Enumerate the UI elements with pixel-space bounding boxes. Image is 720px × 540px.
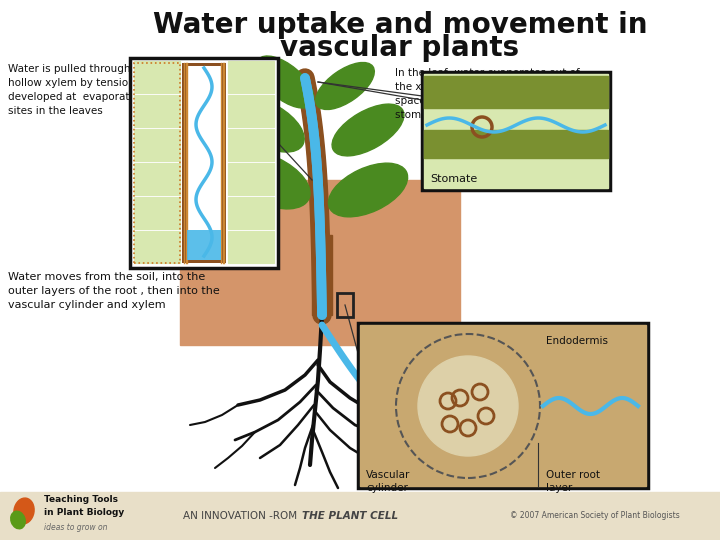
Text: vascular plants: vascular plants [280,34,520,62]
Bar [312,235,332,315]
Bar [358,323,648,488]
Ellipse shape [14,498,34,524]
Text: AN INNOVATION -ROM: AN INNOVATION -ROM [183,511,300,521]
Text: © 2007 American Society of Plant Biologists: © 2007 American Society of Plant Biologi… [510,511,680,521]
Bar [228,197,274,229]
Bar [337,293,353,317]
Text: Water moves from the soil, into the
outer layers of the root , then into the
vas: Water moves from the soil, into the oute… [8,272,220,310]
Text: Endodermis: Endodermis [546,336,608,346]
Ellipse shape [256,56,314,108]
Bar [422,72,610,190]
Text: Water uptake and movement in: Water uptake and movement in [153,11,647,39]
Bar [134,163,180,195]
Bar [134,197,180,229]
Circle shape [418,356,518,456]
Bar [228,129,274,161]
Bar [228,95,274,127]
Text: Vascular
cylinder: Vascular cylinder [366,470,410,493]
Text: THE PLANT CELL: THE PLANT CELL [302,511,398,521]
Bar [187,230,221,260]
Bar [134,95,180,127]
Text: Stomate: Stomate [430,174,477,184]
Bar [228,231,274,263]
Bar [130,58,278,268]
Bar [424,130,608,158]
Bar [180,180,460,345]
Bar [0,492,720,540]
Text: Teaching Tools
in Plant Biology: Teaching Tools in Plant Biology [44,495,125,517]
Bar [134,63,180,263]
Ellipse shape [315,63,374,110]
Ellipse shape [232,98,304,152]
Bar [228,163,274,195]
Ellipse shape [226,151,310,209]
Bar [134,61,180,93]
Bar [134,231,180,263]
Bar [182,63,226,263]
Bar [360,325,646,486]
Text: Water is pulled through the
hollow xylem by tension
developed at  evaporative
si: Water is pulled through the hollow xylem… [8,64,151,116]
Text: Outer root
layer: Outer root layer [546,470,600,493]
Bar [187,66,221,260]
Bar [424,74,608,188]
Text: ideas to grow on: ideas to grow on [44,523,107,532]
Circle shape [396,334,540,478]
Bar [134,129,180,161]
Ellipse shape [328,163,408,217]
Bar [424,76,608,108]
Ellipse shape [332,104,404,156]
Bar [228,61,274,93]
Ellipse shape [11,511,25,529]
Text: In the leaf, water evaporates out of
the xylem into the intracellular
spaces, an: In the leaf, water evaporates out of the… [395,68,580,120]
